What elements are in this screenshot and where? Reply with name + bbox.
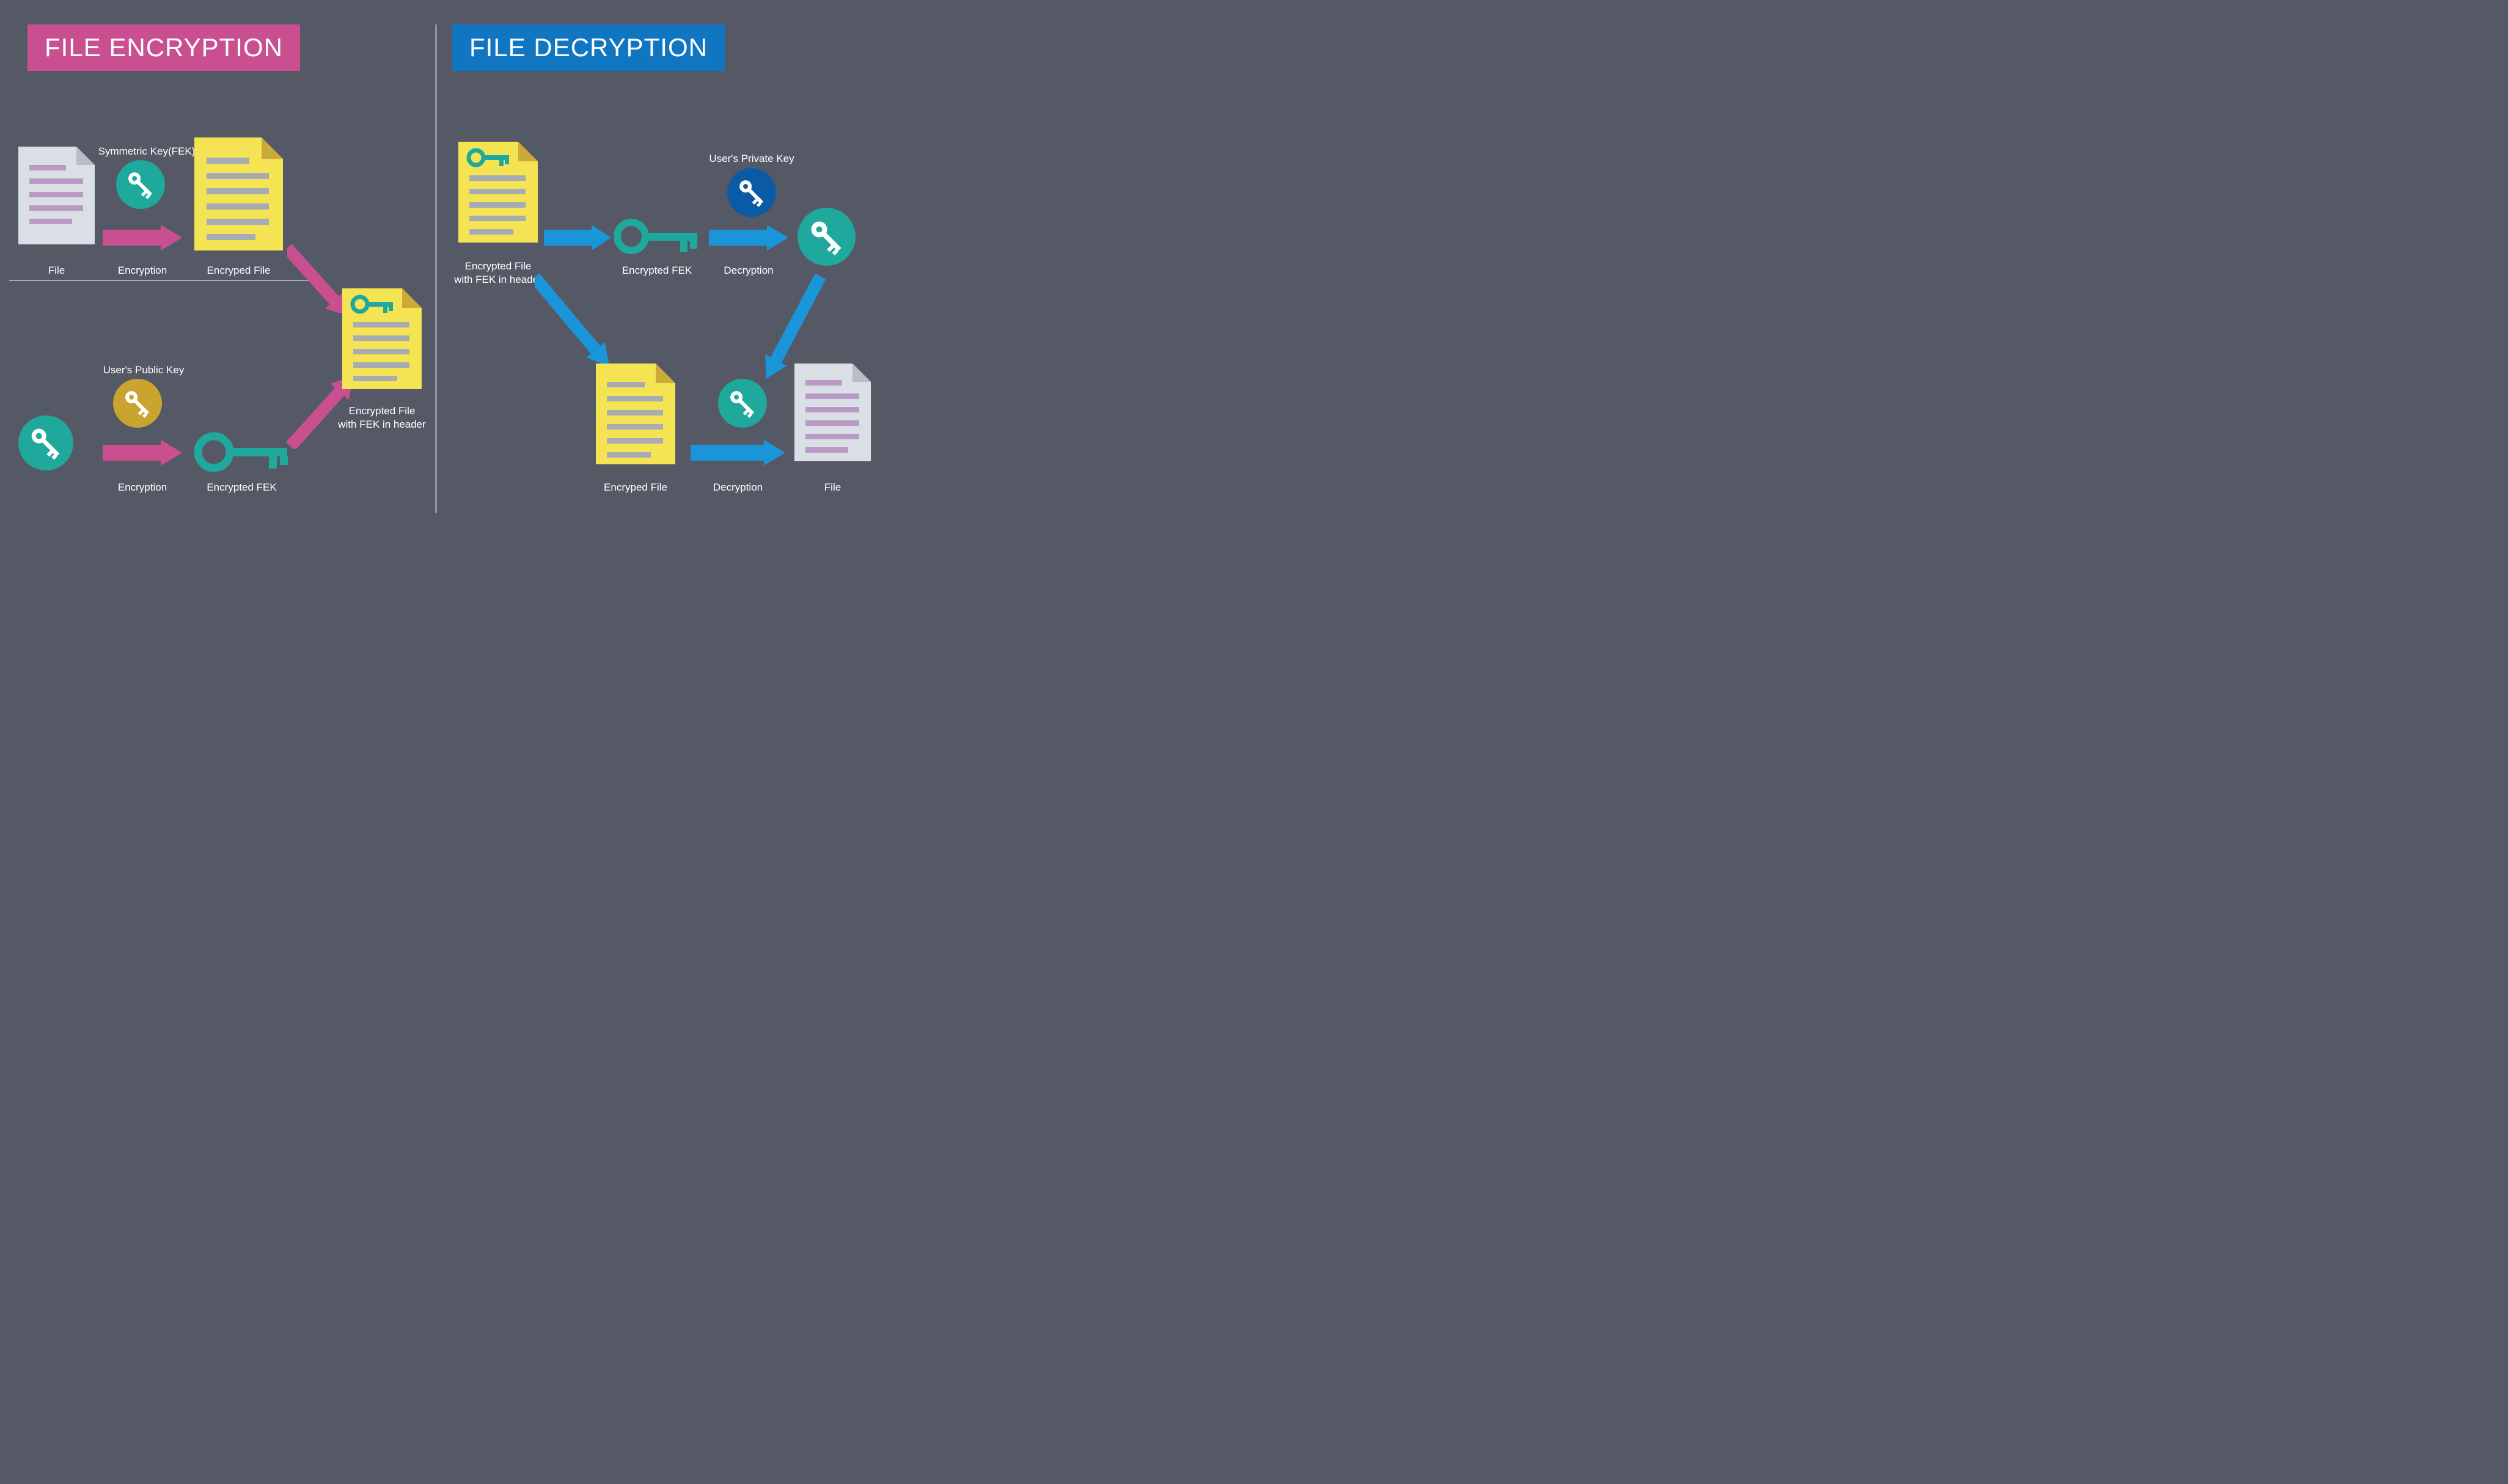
dec-input-file-label: Encrypted Filewith FEK in header (449, 260, 547, 287)
symmetric-key-label: Symmetric Key(FEK) (98, 145, 196, 158)
title-decryption: FILE DECRYPTION (452, 24, 725, 71)
dec-encrypted-file-label: Encryped File (596, 481, 675, 494)
file-label: File (18, 265, 95, 277)
title-encryption: FILE ENCRYPTION (28, 24, 300, 71)
dec-output-file-label: File (794, 481, 871, 494)
encrypted-file-with-fek-icon (342, 288, 422, 389)
encryption-step1-label: Encryption (103, 265, 182, 277)
encrypted-file-label: Encryped File (194, 265, 283, 277)
arrow-encryption-1 (103, 225, 182, 250)
encrypted-fek-label: Encrypted FEK (194, 481, 289, 494)
encrypted-file-icon (194, 137, 283, 250)
encryption-step2-label: Encryption (103, 481, 182, 494)
dec-input-file-icon (458, 142, 538, 243)
dec-encrypted-fek-icon (614, 217, 700, 257)
public-key-icon (113, 379, 162, 428)
private-key-label: User's Private Key (703, 153, 801, 165)
private-key-icon (727, 168, 776, 217)
fek-key-icon (18, 415, 73, 470)
dec-encrypted-fek-label: Encrypted FEK (614, 265, 700, 277)
recovered-fek-icon (798, 208, 856, 266)
decryption-step2-label: Decryption (691, 481, 785, 494)
arrow-encryption-2 (103, 440, 182, 466)
arrow-dec-diag-1 (535, 269, 620, 367)
file-icon (18, 147, 95, 244)
dec-output-file-icon (794, 364, 871, 461)
public-key-label: User's Public Key (98, 364, 189, 376)
encrypted-file-with-fek-label: Encrypted Filewith FEK in header (333, 404, 431, 431)
horizontal-rule (9, 280, 309, 281)
arrow-dec-right-1 (544, 225, 611, 250)
dec-encrypted-file-icon (596, 364, 675, 464)
arrow-decryption-1 (709, 225, 788, 250)
dec-fek-apply-icon (718, 379, 767, 428)
symmetric-key-icon (116, 160, 165, 209)
arrow-decryption-2 (691, 440, 785, 466)
encrypted-fek-icon (194, 431, 289, 473)
vertical-divider (435, 24, 437, 513)
